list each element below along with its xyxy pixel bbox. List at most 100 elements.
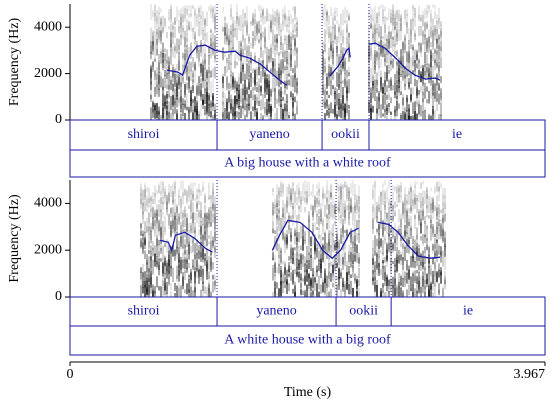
spectrogram-cell bbox=[440, 36, 442, 52]
spectrogram-cell bbox=[294, 97, 296, 103]
spectrogram-cell bbox=[146, 199, 148, 212]
spectrogram-cell bbox=[376, 108, 378, 119]
spectrogram-cell bbox=[248, 94, 250, 98]
spectrogram-cell bbox=[328, 239, 330, 251]
spectrogram-cell bbox=[236, 99, 238, 102]
spectrogram-cell bbox=[432, 80, 434, 96]
spectrogram-cell bbox=[340, 14, 342, 25]
spectrogram-cell bbox=[262, 60, 264, 63]
tier-label: A white house with a big roof bbox=[224, 333, 391, 348]
spectrogram-cell bbox=[332, 109, 334, 114]
spectrogram-cell bbox=[402, 111, 404, 119]
spectrogram-cell bbox=[142, 234, 144, 249]
spectrogram-cell bbox=[148, 234, 150, 248]
spectrogram-cell bbox=[268, 89, 270, 101]
spectrogram-cell bbox=[324, 36, 326, 45]
spectrogram-cell bbox=[232, 40, 234, 50]
spectrogram-cell bbox=[244, 12, 246, 18]
spectrogram-cell bbox=[236, 49, 238, 58]
spectrogram-cell bbox=[406, 273, 408, 284]
spectrogram-cell bbox=[400, 219, 402, 235]
spectrogram-cell bbox=[162, 276, 164, 286]
spectrogram-cell bbox=[166, 60, 168, 75]
spectrogram-cell bbox=[238, 17, 240, 30]
spectrogram-cell bbox=[258, 101, 260, 106]
spectrogram-cell bbox=[348, 33, 350, 37]
spectrogram-cell bbox=[434, 263, 436, 270]
spectrogram-cell bbox=[340, 254, 342, 266]
spectrogram-cell bbox=[256, 87, 258, 92]
spectrogram-cell bbox=[374, 92, 376, 102]
spectrogram-cell bbox=[184, 206, 186, 216]
spectrogram-cell bbox=[198, 46, 200, 62]
spectrogram-cell bbox=[384, 227, 386, 231]
spectrogram-cell bbox=[172, 207, 174, 214]
spectrogram-cell bbox=[208, 76, 210, 91]
spectrogram-cell bbox=[168, 112, 170, 120]
spectrogram-cell bbox=[166, 110, 168, 120]
spectrogram-cell bbox=[164, 95, 166, 106]
spectrogram-cell bbox=[196, 103, 198, 116]
spectrogram-cell bbox=[430, 87, 432, 98]
spectrogram-cell bbox=[232, 16, 234, 30]
spectrogram-cell bbox=[150, 209, 152, 217]
spectrogram-cell bbox=[282, 91, 284, 94]
spectrogram-cell bbox=[382, 283, 384, 287]
spectrogram-cell bbox=[264, 82, 266, 98]
spectrogram-cell bbox=[188, 275, 190, 278]
spectrogram-cell bbox=[324, 44, 326, 52]
spectrogram-cell bbox=[328, 32, 330, 42]
spectrogram-cell bbox=[284, 99, 286, 112]
spectrogram-cell bbox=[326, 73, 328, 88]
spectrogram-cell bbox=[404, 187, 406, 196]
spectrogram-cell bbox=[442, 218, 444, 224]
spectrogram-cell bbox=[234, 54, 236, 61]
spectrogram-cell bbox=[434, 82, 436, 91]
spectrogram-cell bbox=[154, 220, 156, 232]
spectrogram-cell bbox=[172, 71, 174, 82]
spectrogram-cell bbox=[344, 72, 346, 85]
spectrogram-cell bbox=[398, 30, 400, 42]
tier-label: ookii bbox=[331, 127, 360, 142]
spectrogram-cell bbox=[198, 76, 200, 83]
spectrogram-cell bbox=[300, 246, 302, 251]
spectrogram-cell bbox=[372, 31, 374, 43]
spectrogram-cell bbox=[240, 15, 242, 31]
spectrogram-cell bbox=[426, 187, 428, 192]
spectrogram-cell bbox=[256, 108, 258, 113]
spectrogram-cell bbox=[408, 104, 410, 119]
spectrogram-cell bbox=[434, 186, 436, 194]
spectrogram-cell bbox=[310, 191, 312, 195]
spectrogram-cell bbox=[426, 5, 428, 18]
spectrogram-cell bbox=[190, 183, 192, 195]
spectrogram-cell bbox=[420, 14, 422, 21]
spectrogram-cell bbox=[168, 26, 170, 29]
spectrogram-cell bbox=[198, 212, 200, 228]
spectrogram-cell bbox=[394, 186, 396, 191]
spectrogram-cell bbox=[410, 226, 412, 236]
spectrogram-cell bbox=[228, 92, 230, 96]
spectrogram-cell bbox=[398, 103, 400, 108]
spectrogram-cell bbox=[286, 270, 288, 284]
spectrogram-cell bbox=[332, 86, 334, 96]
spectrogram-cell bbox=[404, 39, 406, 53]
spectrogram-cell bbox=[190, 69, 192, 81]
spectrogram-cell bbox=[438, 244, 440, 256]
spectrogram-cell bbox=[276, 24, 278, 32]
spectrogram-cell bbox=[426, 245, 428, 251]
spectrogram-cell bbox=[256, 22, 258, 36]
spectrogram-cell bbox=[414, 181, 416, 188]
spectrogram-cell bbox=[166, 94, 168, 98]
spectrogram-cell bbox=[212, 79, 214, 92]
spectrogram-cell bbox=[438, 223, 440, 239]
spectrogram-cell bbox=[182, 25, 184, 40]
spectrogram-cell bbox=[182, 17, 184, 23]
spectrogram-cell bbox=[388, 8, 390, 20]
spectrogram-cell bbox=[178, 56, 180, 71]
spectrogram-cell bbox=[246, 20, 248, 35]
spectrogram-cell bbox=[198, 184, 200, 192]
spectrogram-cell bbox=[198, 200, 200, 205]
spectrogram-cell bbox=[208, 283, 210, 293]
spectrogram-cell bbox=[438, 283, 440, 295]
spectrogram-cell bbox=[232, 76, 234, 90]
